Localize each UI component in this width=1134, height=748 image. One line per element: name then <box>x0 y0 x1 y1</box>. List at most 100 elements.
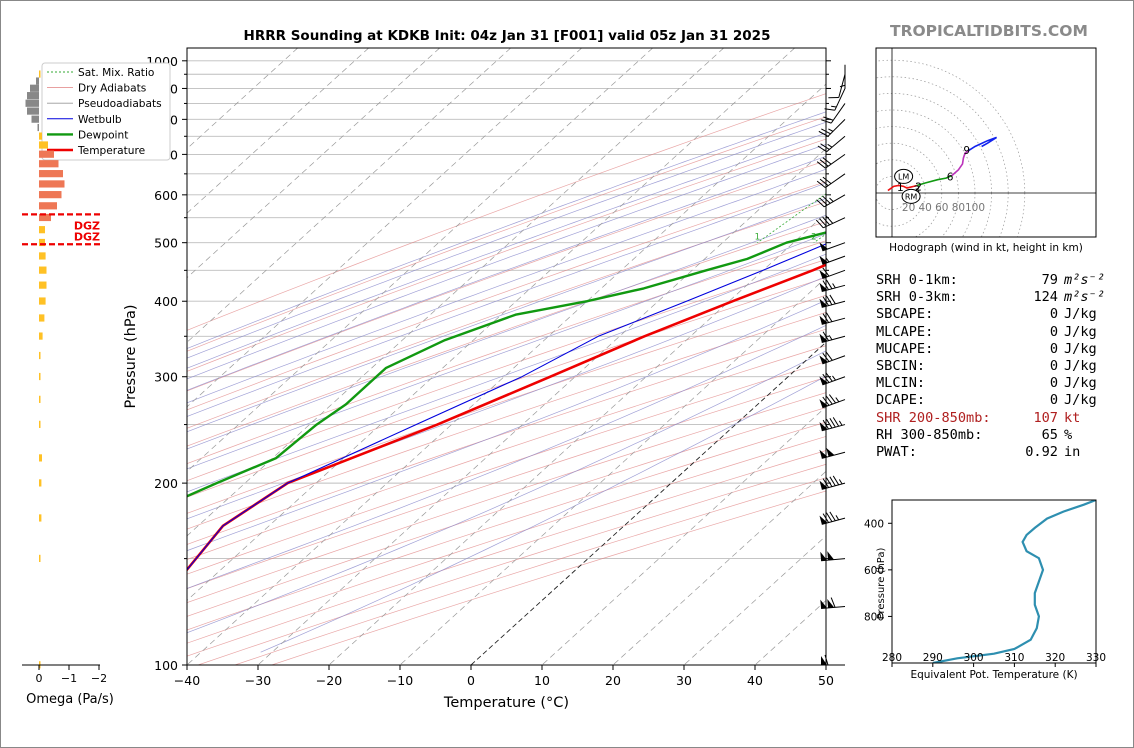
stat-row: SHR 200-850mb: 107 kt <box>876 410 1105 427</box>
barb-full <box>816 180 826 188</box>
stat-value: 0 <box>1049 392 1058 409</box>
omega-bar <box>39 297 46 305</box>
barb-full <box>822 157 832 165</box>
dry-adiabat <box>187 138 826 372</box>
stat-row: SRH 0-1km: 79 m²s⁻² <box>876 272 1105 289</box>
omega-bar <box>39 252 46 260</box>
omega-bar <box>39 351 41 360</box>
barb-half <box>832 283 836 289</box>
theta-e-x-tick-label: 310 <box>1004 652 1024 664</box>
wind-barb <box>815 215 846 229</box>
dry-adiabat <box>187 201 826 429</box>
hodo-segment <box>951 150 969 177</box>
theta-e-x-tick-label: 320 <box>1045 652 1065 664</box>
omega-bar <box>39 150 54 158</box>
dry-adiabat <box>187 240 826 465</box>
legend-entry: Sat. Mix. Ratio <box>78 67 154 79</box>
barb-flag <box>826 447 835 457</box>
barb-shaft <box>827 119 846 137</box>
barb-full <box>822 267 830 277</box>
omega-bar <box>39 202 57 210</box>
stat-row: RH 300-850mb: 65% <box>876 427 1105 444</box>
barb-full <box>817 145 827 153</box>
omega-bar <box>39 281 47 289</box>
dry-adiabat <box>187 93 826 331</box>
hodo-storm-motion-marker <box>894 168 914 184</box>
dgz-label: DGZ <box>74 219 100 232</box>
barb-full <box>822 176 832 184</box>
barb-shaft <box>821 284 846 293</box>
barb-half <box>831 105 837 108</box>
theta-e-x-tick-label: 330 <box>1086 652 1106 664</box>
barb-full <box>829 294 836 305</box>
barb-shaft <box>822 355 846 365</box>
theta-e-y-tick-label: 800 <box>864 611 884 623</box>
omega-bar <box>25 99 39 107</box>
omega-bar <box>39 420 41 428</box>
hodo-height-label: 9 <box>963 145 970 157</box>
y-tick-label: 500 <box>154 236 178 251</box>
hodo-segment <box>887 184 918 192</box>
legend-entry: Dry Adiabats <box>78 83 146 95</box>
barb-full <box>822 331 830 341</box>
barb-flag <box>819 422 828 431</box>
stat-unit: J/kg <box>1064 323 1097 340</box>
mixing-ratio-line <box>1096 48 1134 243</box>
pseudoadiabat <box>187 111 826 349</box>
barb-shaft <box>822 255 846 265</box>
omega-bar <box>39 191 62 199</box>
stat-unit: in <box>1064 443 1081 460</box>
wind-barb <box>819 475 846 490</box>
isotherm-line <box>399 277 826 665</box>
hodograph-plot-area: 2040608010012369LMRM <box>876 48 1096 237</box>
pseudoadiabat <box>187 168 826 404</box>
stat-unit: J/kg <box>1064 340 1097 357</box>
omega-bar <box>39 213 51 222</box>
isotherm-line <box>328 212 826 665</box>
stat-label: SRH 0-3km: <box>876 289 958 306</box>
dry-adiabat <box>187 181 826 411</box>
wind-barb <box>819 331 846 343</box>
wind-barb <box>819 447 846 459</box>
dry-adiabat <box>187 361 826 575</box>
omega-bar <box>39 226 45 234</box>
barb-flag <box>827 551 835 561</box>
dry-adiabat <box>187 116 826 352</box>
barb-flag <box>819 376 829 385</box>
wind-barb <box>821 103 846 124</box>
isotherm-line <box>187 48 369 214</box>
barb-full <box>819 197 828 206</box>
x-tick-label: 40 <box>747 673 763 688</box>
barb-full <box>830 597 836 608</box>
legend: Sat. Mix. Ratio Dry Adiabats Pseudoadiabat… <box>41 62 171 161</box>
x-tick-label: −10 <box>387 673 413 688</box>
mixing-ratio-line <box>961 48 1134 243</box>
legend-entry: Wetbulb <box>78 114 122 126</box>
omega-bar <box>39 479 42 487</box>
pseudoadiabat <box>187 253 826 493</box>
omega-bar <box>39 314 45 322</box>
omega-x-axis-label: Omega (Pa/s) <box>26 692 114 707</box>
wind-barb <box>816 153 846 169</box>
isotherm-line <box>187 48 653 472</box>
x-axis-label: Temperature (°C) <box>443 695 569 711</box>
y-tick-label: 600 <box>154 188 178 203</box>
dry-adiabat <box>187 436 826 644</box>
hodo-ring-label: 100 <box>965 202 985 214</box>
wind-barb <box>816 194 846 208</box>
isotherm-line <box>187 48 582 408</box>
wind-barb <box>816 173 846 189</box>
isotherm-line <box>187 48 724 537</box>
wind-barb <box>821 654 845 666</box>
barb-shaft <box>834 88 846 111</box>
x-tick-label: 30 <box>676 673 692 688</box>
barb-flag <box>821 656 827 665</box>
barb-full <box>825 395 833 405</box>
stat-label: RH 300-850mb: <box>876 426 983 443</box>
dry-adiabat <box>187 407 826 617</box>
mixing-ratio-label: 1 <box>755 233 760 243</box>
hodo-height-label: 6 <box>947 171 954 183</box>
barb-flag <box>819 270 829 279</box>
